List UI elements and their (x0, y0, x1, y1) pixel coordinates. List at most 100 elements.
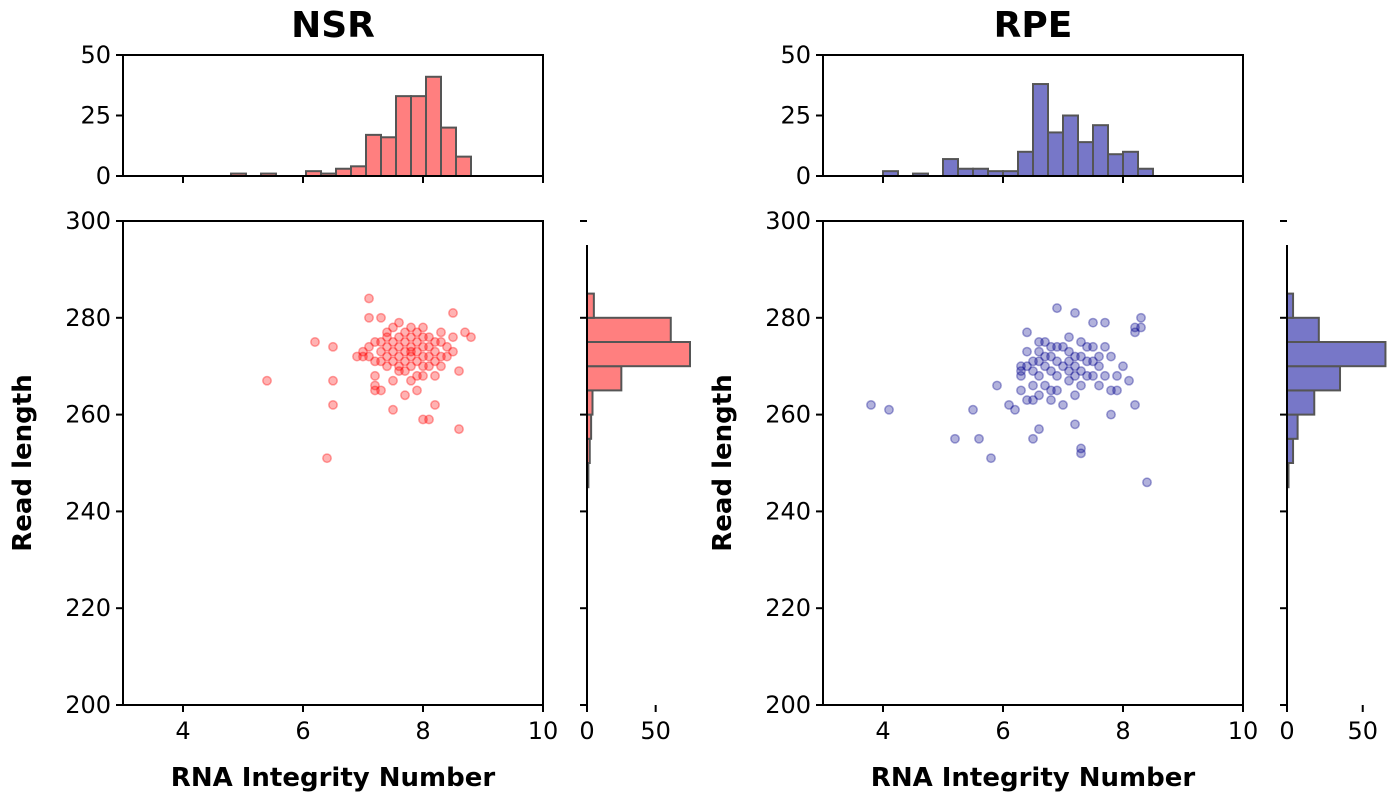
nsr-scatter-point (370, 380, 380, 391)
rpe-scatter-point (1064, 346, 1074, 357)
rpe-scatter-point (1058, 399, 1068, 410)
nsr-scatter-point (328, 341, 338, 352)
rpe-scatter-point (1088, 317, 1098, 328)
nsr-scatter-point (430, 337, 440, 347)
nsr-xhist-bar (395, 95, 412, 177)
rpe-xhist-bar (1047, 131, 1064, 178)
nsr-scatter-point (406, 341, 416, 352)
rpe-scatter-point (950, 433, 960, 444)
rpe-scatter-point (1070, 351, 1080, 362)
nsr-scatter-point (424, 414, 434, 425)
rpe-scatter-point (1052, 341, 1062, 352)
nsr-ytick-label: 220 (65, 594, 111, 622)
rpe-scatter-point (986, 453, 996, 464)
rpe-scatter-point (992, 380, 1002, 391)
rpe-scatter-point (1022, 361, 1032, 372)
nsr-scatter-point (442, 341, 452, 352)
rpe-scatter-point (1112, 385, 1122, 396)
nsr-scatter-point (424, 341, 434, 352)
nsr-scatter-point (376, 337, 386, 347)
rpe-scatter-point (1046, 351, 1056, 362)
nsr-scatter-point (400, 337, 410, 347)
rpe-scatter-point (1076, 380, 1086, 391)
rpe-scatter-point (1118, 361, 1128, 372)
rpe-scatter-point (1076, 351, 1086, 362)
nsr-scatter-point (322, 453, 332, 464)
nsr-scatter-point (442, 351, 452, 362)
nsr-xlabel: RNA Integrity Number (171, 763, 496, 793)
rpe-scatter-point (1130, 327, 1140, 338)
rpe-scatter-point (1094, 351, 1104, 362)
nsr-scatter-point (394, 366, 404, 376)
rpe-scatter-point (1034, 370, 1044, 381)
nsr-xhist-bar (440, 126, 457, 177)
rpe-scatter-point (1022, 395, 1032, 406)
nsr-scatter-point (382, 361, 392, 372)
nsr-scatter-point (388, 356, 398, 367)
rpe-scatter-point (1040, 351, 1050, 362)
rpe-scatter-point (1046, 341, 1056, 352)
nsr-ytick-label: 260 (65, 401, 111, 429)
nsr-xhist-ytick-label: 50 (80, 41, 111, 69)
nsr-scatter-point (400, 327, 410, 338)
rpe-scatter-point (1040, 361, 1050, 372)
nsr-scatter-point (406, 332, 416, 343)
nsr-ylabel: Read length (8, 374, 38, 551)
rpe-scatter-point (1052, 385, 1062, 396)
rpe-scatter-point (1088, 356, 1098, 367)
nsr-scatter-point (406, 361, 416, 372)
nsr-scatter-point (406, 346, 416, 357)
rpe-scatter-point (1136, 312, 1146, 323)
nsr-scatter-point (328, 399, 338, 410)
nsr-yhist-bar (586, 316, 672, 343)
rpe-scatter-point (1004, 399, 1014, 410)
nsr-xhist-bar (455, 155, 472, 177)
rpe-scatter-point (974, 433, 984, 444)
nsr-scatter-point (388, 337, 398, 347)
nsr-scatter-point (448, 346, 458, 357)
rpe-scatter-point (1040, 380, 1050, 391)
rpe-xhist-bar (972, 167, 989, 178)
nsr-scatter-point (406, 351, 416, 362)
rpe-scatter-point (1046, 395, 1056, 406)
rpe-scatter-point (1076, 448, 1086, 459)
rpe-scatter-point (1028, 356, 1038, 367)
rpe-yhist-bar (1286, 341, 1387, 368)
nsr-ytick-label: 300 (65, 207, 111, 235)
nsr-scatter-point (454, 366, 464, 376)
rpe-scatter-point (1070, 361, 1080, 372)
rpe-scatter-point (1124, 375, 1134, 386)
nsr-xhist-bar (380, 136, 397, 177)
rpe-scatter-point (1040, 337, 1050, 347)
nsr-scatter-point (448, 308, 458, 318)
rpe-scatter-point (866, 399, 876, 410)
rpe-xhist-bar (1107, 153, 1124, 178)
nsr-scatter-point (436, 361, 446, 372)
nsr-scatter-point (370, 385, 380, 396)
nsr-scatter-point (370, 356, 380, 367)
rpe-xlabel: RNA Integrity Number (871, 763, 1196, 793)
nsr-xtick-label: 4 (175, 717, 190, 745)
rpe-xhist-ytick-label: 0 (796, 162, 811, 190)
nsr-scatter-point (436, 351, 446, 362)
nsr-ytick-label: 240 (65, 497, 111, 525)
nsr-scatter-point (382, 332, 392, 343)
rpe-yhist-bar (1286, 413, 1299, 440)
nsr-yhist-xtick-label: 0 (579, 717, 594, 745)
nsr-scatter-point (310, 337, 320, 347)
nsr-scatter-point (394, 332, 404, 343)
nsr-scatter-point (412, 370, 422, 381)
rpe-scatter-point (1088, 370, 1098, 381)
nsr-scatter-point (364, 312, 374, 323)
rpe-yhist-bar (1286, 389, 1316, 416)
nsr-xhist-bar (350, 165, 367, 178)
nsr-scatter-point (328, 375, 338, 386)
nsr-scatter-point (352, 351, 362, 362)
rpe-yhist-xtick-label: 0 (1279, 717, 1294, 745)
rpe-scatter-point (1052, 303, 1062, 314)
nsr-scatter-point (418, 341, 428, 352)
nsr-scatter-point (364, 293, 374, 304)
rpe-xhist-bar (1032, 83, 1049, 177)
rpe-scatter-point (1058, 361, 1068, 372)
rpe-scatter-point (1070, 308, 1080, 318)
